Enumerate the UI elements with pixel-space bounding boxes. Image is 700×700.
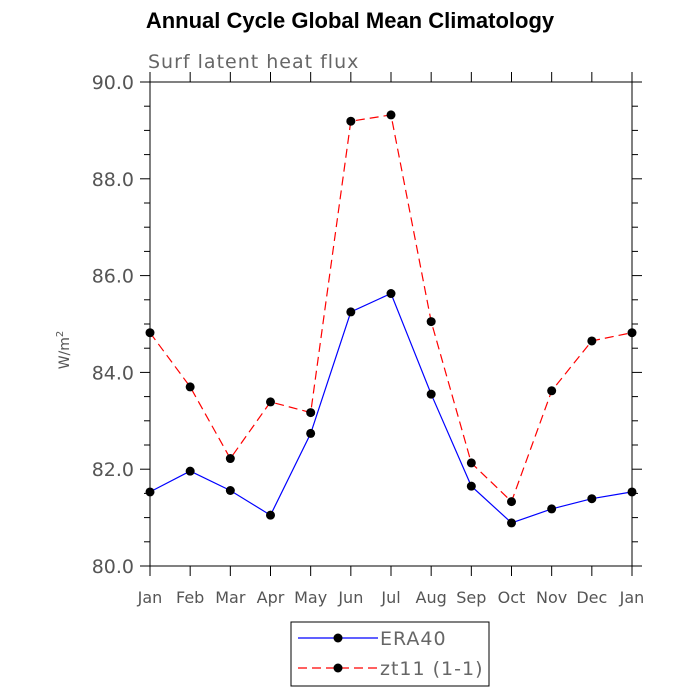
x-tick-label: Jun (337, 588, 363, 607)
x-tick-label: Sep (456, 588, 486, 607)
series-lines (149, 114, 633, 524)
x-tick-label: Aug (416, 588, 447, 607)
data-point (185, 466, 195, 476)
data-point (266, 510, 275, 520)
y-axis-label-text: W/m2 (55, 331, 73, 370)
data-point (587, 494, 597, 504)
y-axis-label: W/m2 (55, 331, 73, 370)
data-point (627, 328, 637, 338)
data-point (507, 497, 516, 507)
data-point (386, 289, 396, 299)
data-point (426, 389, 436, 399)
series-line-0 (149, 292, 633, 524)
data-point (145, 328, 155, 338)
data-point (225, 485, 235, 495)
x-tick-label: Apr (257, 588, 285, 607)
x-tick-label: Feb (176, 588, 204, 607)
y-tick-label: 88.0 (92, 169, 134, 191)
x-tick-label: Mar (215, 588, 246, 607)
data-point (627, 487, 637, 497)
data-point (507, 518, 516, 528)
data-point (547, 386, 557, 396)
x-tick-label: Jan (619, 588, 645, 607)
x-tick-label: Nov (536, 588, 567, 607)
chart-subtitle: Surf latent heat flux (148, 51, 359, 73)
data-point (306, 428, 316, 438)
x-tick-label: May (294, 588, 327, 607)
data-point (466, 458, 476, 468)
y-tick-label: 80.0 (92, 556, 134, 578)
series-line-1 (149, 114, 633, 503)
legend-box (290, 621, 490, 687)
data-point (145, 487, 155, 497)
y-tick-label: 90.0 (92, 72, 134, 94)
series-points (145, 110, 637, 528)
data-point (346, 307, 356, 317)
y-tick-label: 84.0 (92, 362, 134, 384)
legend-label: ERA40 (380, 628, 447, 650)
data-point (266, 397, 275, 407)
legend-label: zt11 (1-1) (380, 658, 484, 680)
legend: ERA40 zt11 (1-1) (290, 621, 490, 687)
data-point (466, 481, 476, 491)
data-point (225, 454, 235, 464)
data-point (185, 382, 195, 392)
legend-marker (333, 663, 343, 673)
legend-marker (333, 633, 343, 643)
x-tick-label: Jan (137, 588, 163, 607)
data-point (547, 504, 557, 514)
y-tick-label: 82.0 (92, 459, 134, 481)
plot-frame (149, 81, 633, 567)
x-tick-label: Oct (498, 588, 526, 607)
data-point (346, 116, 356, 126)
data-point (306, 408, 316, 418)
x-tick-label: Jul (380, 588, 400, 607)
data-point (587, 336, 597, 346)
data-point (426, 317, 436, 327)
x-tick-label: Dec (576, 588, 607, 607)
axes: 80.0 82.0 84.0 86.0 88.0 90.0 Jan Feb Mar Apr May J… (92, 72, 645, 607)
y-tick-label: 86.0 (92, 266, 134, 288)
chart-title: Annual Cycle Global Mean Climatology (145, 8, 555, 33)
data-point (386, 110, 396, 120)
